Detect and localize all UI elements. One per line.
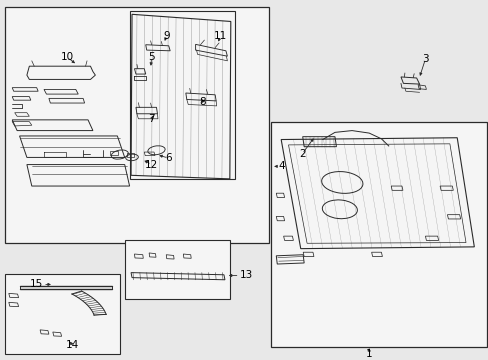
- Text: 11: 11: [213, 31, 226, 41]
- Text: 8: 8: [199, 97, 206, 107]
- Text: 15: 15: [30, 279, 43, 289]
- Text: 10: 10: [61, 52, 74, 62]
- Text: 1: 1: [365, 349, 372, 359]
- Text: 4: 4: [278, 161, 285, 171]
- Bar: [5, 274, 120, 354]
- Bar: [129, 11, 234, 179]
- Text: 14: 14: [65, 340, 79, 350]
- Text: 3: 3: [421, 54, 428, 64]
- Bar: [5, 7, 268, 243]
- Text: 2: 2: [298, 149, 305, 159]
- Text: 13: 13: [239, 270, 252, 280]
- Bar: [124, 240, 229, 299]
- Text: 9: 9: [163, 31, 169, 41]
- Bar: [271, 122, 486, 347]
- Text: 5: 5: [148, 52, 155, 62]
- Text: 6: 6: [165, 153, 172, 163]
- Text: 12: 12: [144, 159, 158, 170]
- Text: 7: 7: [148, 114, 155, 124]
